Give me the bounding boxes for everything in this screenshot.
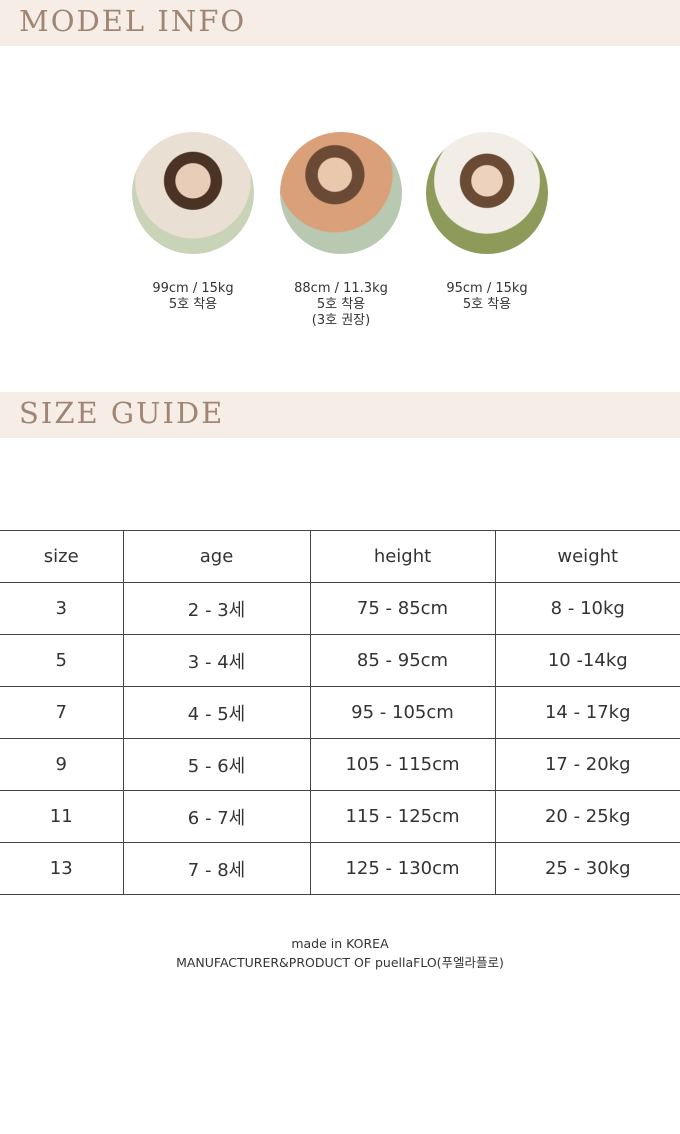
table-cell: size (0, 530, 123, 583)
model-worn: 5호 착용 (316, 297, 366, 312)
table-cell: 5 (0, 634, 123, 687)
table-cell: 7 (0, 686, 123, 739)
table-cell: 4 - 5세 (122, 686, 310, 739)
table-cell: 7 - 8세 (122, 842, 310, 895)
table-cell: height (309, 530, 495, 583)
table-cell: 3 - 4세 (122, 634, 310, 687)
section-title: MODEL INFO (19, 4, 247, 38)
size-table: size age height weight 3 2 - 3세 75 - 85cm 8 - 1… (0, 530, 680, 895)
model-photo-2 (280, 132, 402, 254)
table-cell: age (122, 530, 310, 583)
model-worn: 5호 착용 (462, 297, 512, 312)
model-caption-3: 95cm / 15kg 5호 착용 (412, 281, 562, 313)
table-cell: weight (494, 530, 680, 583)
section-title: SIZE GUIDE (19, 396, 225, 430)
table-cell: 17 - 20kg (494, 738, 680, 791)
table-header-row: size age height weight (0, 530, 680, 583)
table-cell: 6 - 7세 (122, 790, 310, 843)
table-cell: 8 - 10kg (494, 582, 680, 635)
model-photo-1 (132, 132, 254, 254)
model-size: 95cm / 15kg (446, 281, 528, 296)
model-info-header: MODEL INFO (0, 0, 680, 46)
model-caption-1: 99cm / 15kg 5호 착용 (118, 281, 268, 313)
table-cell: 25 - 30kg (494, 842, 680, 895)
table-cell: 13 (0, 842, 123, 895)
table-cell: 14 - 17kg (494, 686, 680, 739)
origin-text: made in KOREA (291, 936, 389, 951)
model-size: 99cm / 15kg (152, 281, 234, 296)
table-cell: 115 - 125cm (309, 790, 495, 843)
table-cell: 11 (0, 790, 123, 843)
model-photo-3 (426, 132, 548, 254)
table-cell: 3 (0, 582, 123, 635)
table-cell: 105 - 115cm (309, 738, 495, 791)
table-cell: 95 - 105cm (309, 686, 495, 739)
model-caption-2: 88cm / 11.3kg 5호 착용 (3호 권장) (266, 281, 416, 329)
table-row: 11 6 - 7세 115 - 125cm 20 - 25kg (0, 790, 680, 843)
model-note: (3호 권장) (311, 313, 371, 328)
model-worn: 5호 착용 (168, 297, 218, 312)
table-cell: 5 - 6세 (122, 738, 310, 791)
table-cell: 75 - 85cm (309, 582, 495, 635)
table-cell: 10 -14kg (494, 634, 680, 687)
table-cell: 9 (0, 738, 123, 791)
manufacturer-text: MANUFACTURER&PRODUCT OF puellaFLO(푸엘라플로) (176, 955, 504, 970)
size-guide-header: SIZE GUIDE (0, 392, 680, 438)
footer: made in KOREA MANUFACTURER&PRODUCT OF pue… (0, 934, 680, 972)
model-size: 88cm / 11.3kg (294, 281, 388, 296)
table-row: 13 7 - 8세 125 - 130cm 25 - 30kg (0, 842, 680, 895)
table-cell: 20 - 25kg (494, 790, 680, 843)
table-cell: 125 - 130cm (309, 842, 495, 895)
table-cell: 85 - 95cm (309, 634, 495, 687)
table-cell: 2 - 3세 (122, 582, 310, 635)
